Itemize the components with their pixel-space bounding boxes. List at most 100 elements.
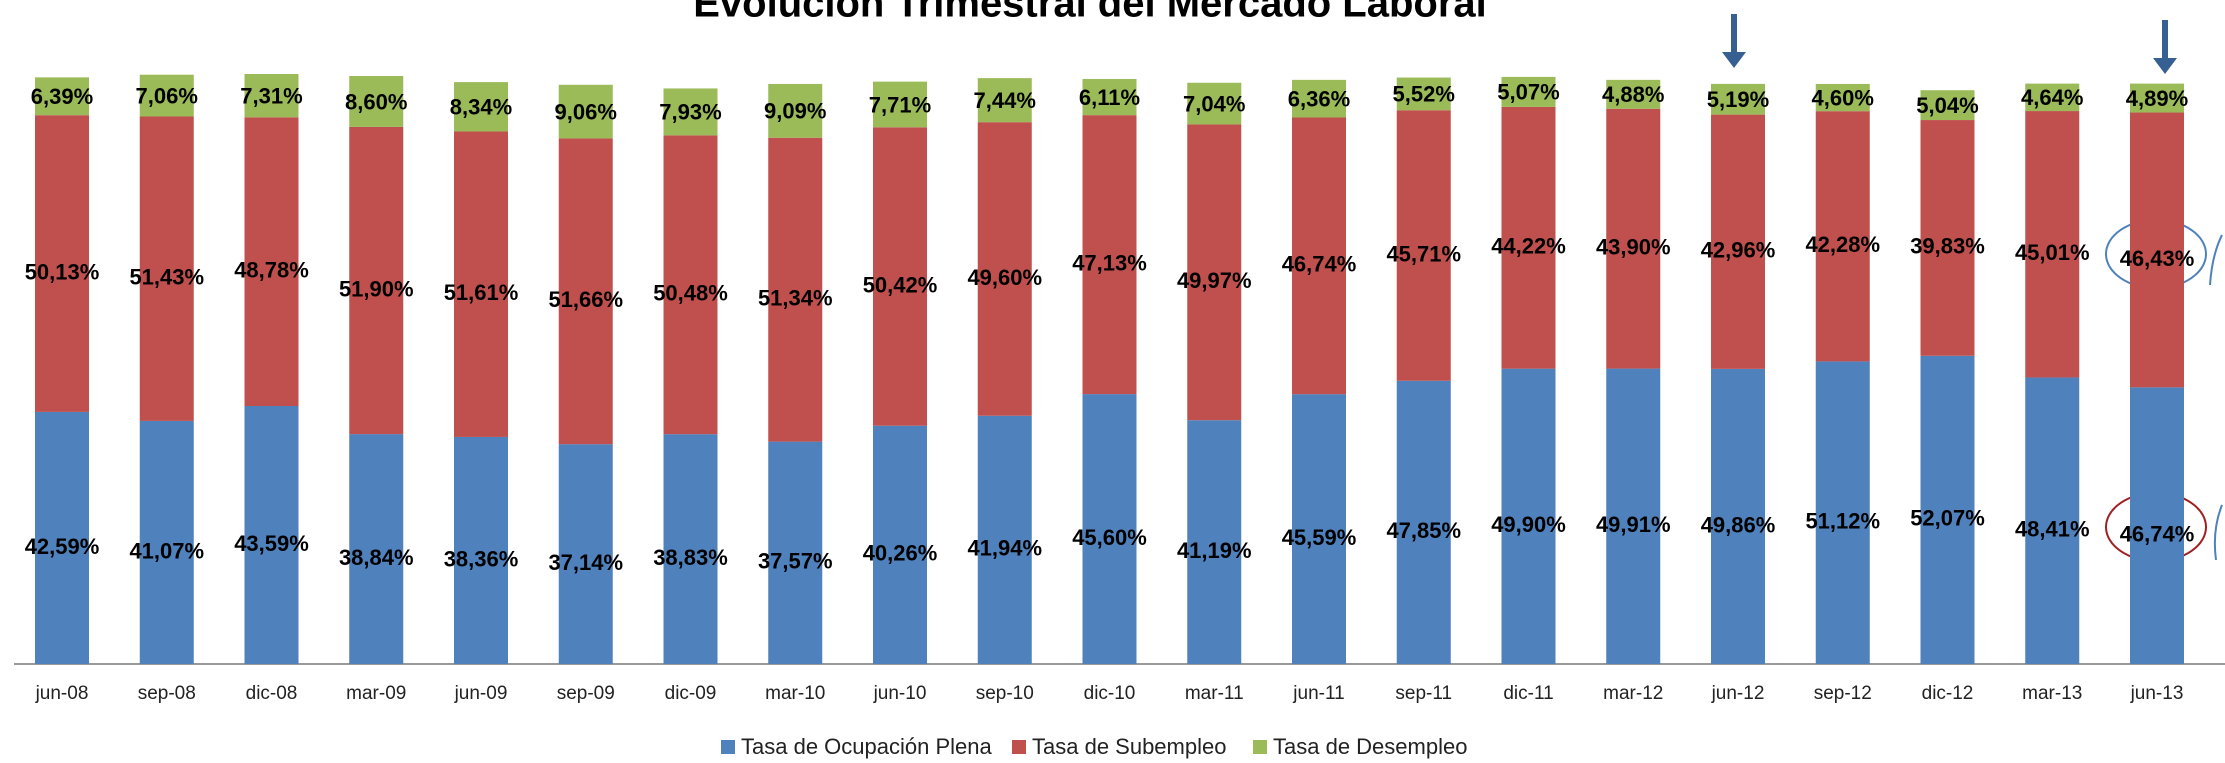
bar-segment (1396, 77, 1451, 111)
bar-segment (2130, 112, 2184, 388)
bar-segment (1501, 106, 1556, 369)
bar-segment (35, 411, 89, 664)
data-label: 37,14% (548, 550, 623, 575)
connector (2209, 234, 2223, 286)
data-label: 4,60% (1812, 85, 1874, 110)
bar-segment (1187, 82, 1242, 125)
data-label: 45,71% (1386, 241, 1461, 266)
data-label: 37,57% (758, 549, 833, 574)
data-label: 41,94% (967, 536, 1042, 561)
data-label: 49,90% (1491, 512, 1566, 537)
x-tick-label: jun-09 (454, 683, 508, 704)
data-label: 41,19% (1177, 538, 1252, 563)
bar-segment (1396, 380, 1451, 664)
data-label: 51,12% (1805, 509, 1880, 534)
data-label: 52,07% (1910, 506, 1985, 531)
bar-segment (1082, 394, 1137, 664)
data-label: 38,84% (339, 545, 414, 570)
bar-segment (1815, 83, 1870, 112)
data-label: 51,66% (548, 287, 623, 312)
bar-segment (1187, 420, 1242, 664)
bar-segment (454, 436, 508, 664)
data-label: 9,06% (555, 99, 617, 124)
bar-segment (1815, 361, 1870, 664)
data-label: 40,26% (863, 541, 938, 566)
bar-segment (139, 74, 194, 117)
data-label: 50,42% (863, 272, 938, 297)
bar-segment (1606, 368, 1661, 664)
x-tick-label: mar-10 (765, 683, 825, 704)
arrow-head (1722, 52, 1746, 68)
bar-segment (558, 84, 613, 139)
bar-segment (663, 88, 718, 136)
bar-segment (663, 434, 718, 664)
bar-segment (139, 420, 194, 664)
bar-segment (1606, 79, 1661, 109)
legend-swatch (1012, 740, 1026, 754)
bar-segment (1501, 368, 1556, 664)
bar-segment (1292, 394, 1346, 664)
x-tick-label: dic-12 (1922, 683, 1974, 704)
bar-segment (35, 115, 89, 412)
data-label: 4,89% (2126, 86, 2188, 111)
data-label: 6,39% (31, 84, 93, 109)
data-label: 51,43% (129, 265, 204, 290)
data-label: 49,60% (967, 265, 1042, 290)
data-label: 50,48% (653, 281, 728, 306)
bar-segment (977, 78, 1032, 123)
x-tick-label: mar-13 (2022, 683, 2082, 704)
bar-segment (873, 425, 927, 664)
x-tick-label: dic-11 (1503, 683, 1553, 704)
data-label: 51,61% (444, 280, 519, 305)
data-label: 5,52% (1393, 82, 1455, 107)
x-tick-label: jun-13 (2130, 683, 2184, 704)
bar-segment (977, 415, 1032, 664)
legend-label: Tasa de Ocupación Plena (741, 734, 992, 759)
bar-segment (1711, 114, 1765, 369)
bar-segment (558, 444, 613, 664)
data-label: 5,19% (1707, 87, 1769, 112)
data-label: 7,71% (869, 92, 931, 117)
data-label: 39,83% (1910, 234, 1985, 259)
x-tick-label: jun-12 (1711, 683, 1765, 704)
data-label: 45,60% (1072, 525, 1147, 550)
bar-segment (349, 126, 404, 435)
data-label: 42,28% (1805, 232, 1880, 257)
bar-segment (349, 434, 404, 664)
bar-segment (2130, 387, 2184, 664)
arrow-head (2153, 58, 2177, 74)
data-label: 6,11% (1079, 85, 1140, 110)
bar-segment (1082, 115, 1137, 395)
data-label: 47,85% (1386, 518, 1461, 543)
bar-segment (2025, 111, 2080, 378)
bar-segment (1187, 124, 1242, 421)
bar-segment (244, 74, 299, 118)
legend-swatch (721, 740, 735, 754)
chart-title: Evolución Trimestral del Mercado Laboral (693, 0, 1487, 26)
x-tick-label: mar-11 (1185, 683, 1244, 704)
x-tick-label: sep-11 (1395, 683, 1452, 704)
bar-segment (1606, 108, 1661, 369)
bar-segment (1711, 83, 1765, 115)
bar-segment (1815, 111, 1870, 362)
data-label: 8,34% (450, 95, 512, 120)
bar-segment (35, 77, 89, 116)
x-tick-label: sep-09 (557, 683, 615, 704)
bar-segment (1920, 120, 1975, 356)
bar-segment (1396, 110, 1451, 381)
data-label: 49,97% (1177, 268, 1252, 293)
bar-segment (873, 81, 927, 128)
data-label: 48,78% (234, 257, 309, 282)
data-label: 43,90% (1596, 234, 1671, 259)
bar-segment (1082, 78, 1137, 116)
data-label: 43,59% (234, 531, 309, 556)
connector (2213, 504, 2223, 561)
data-label: 42,96% (1701, 238, 1776, 263)
bar-segment (2025, 377, 2080, 664)
x-tick-label: mar-09 (346, 683, 406, 704)
x-tick-label: sep-12 (1814, 683, 1872, 704)
x-tick-label: jun-08 (35, 683, 89, 704)
bar-segment (1292, 79, 1346, 118)
x-tick-label: dic-08 (246, 683, 298, 704)
